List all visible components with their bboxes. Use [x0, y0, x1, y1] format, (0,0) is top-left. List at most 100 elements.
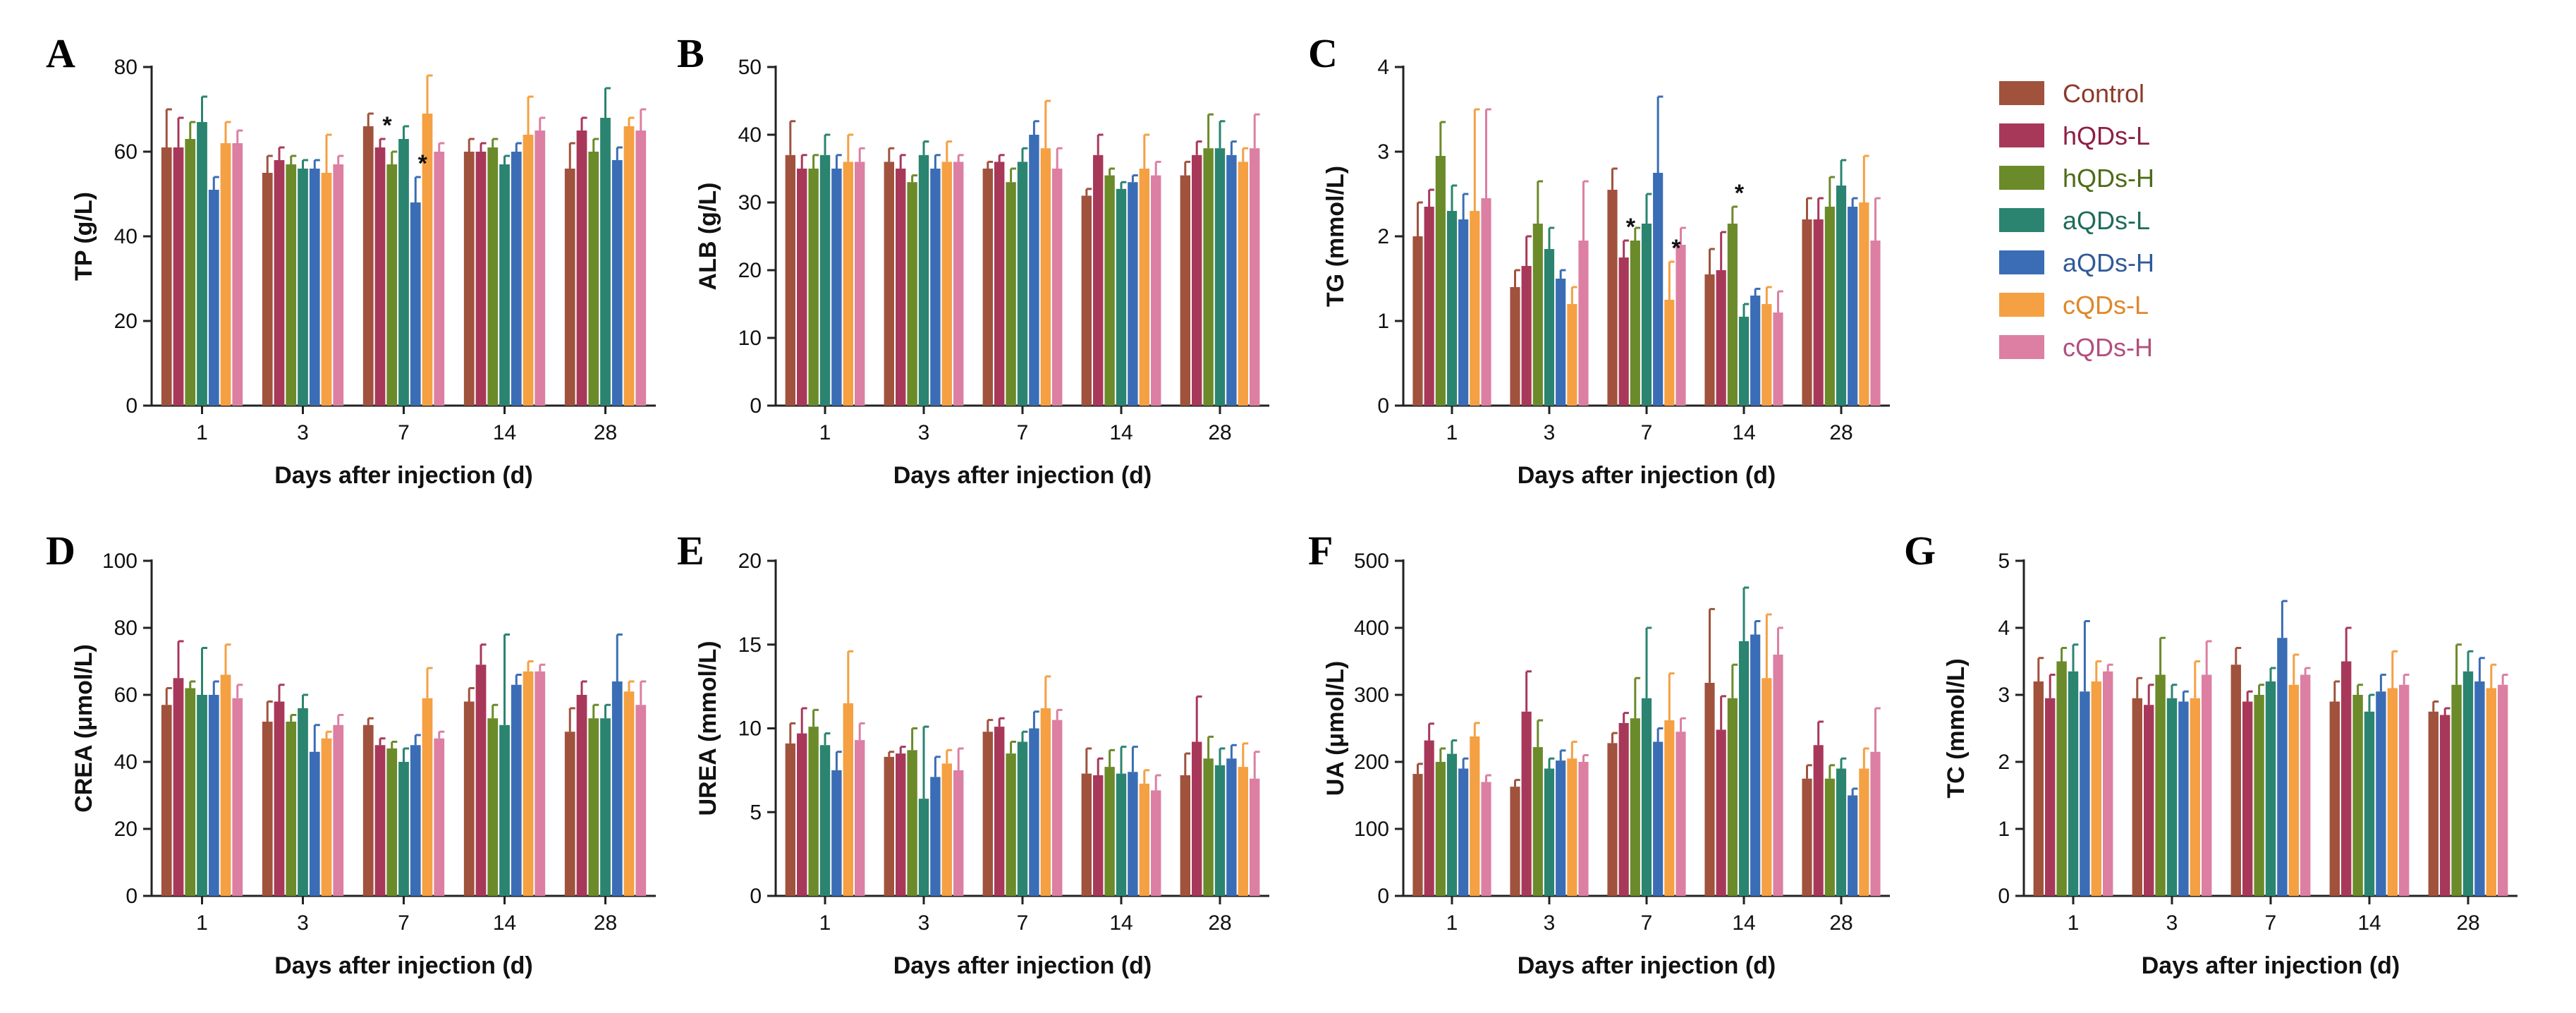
bar-hqds-h	[386, 748, 398, 896]
bar-hqds-h	[2056, 661, 2067, 896]
bar-hqds-h	[907, 182, 917, 406]
y-tick-label: 500	[1354, 550, 1389, 573]
bar-hqds-h	[1824, 207, 1835, 406]
bar-control	[2132, 698, 2142, 896]
bar-hqds-h	[1532, 224, 1543, 406]
bar-hqds-l	[1813, 219, 1824, 406]
bar-aqds-h	[1653, 173, 1664, 406]
legend-swatch	[1999, 123, 2044, 147]
bar-cqds-l	[941, 162, 952, 406]
x-tick-label: 14	[1732, 911, 1755, 935]
y-tick-label: 40	[114, 225, 138, 248]
bar-aqds-l	[1544, 768, 1555, 896]
bar-aqds-h	[410, 202, 421, 406]
bar-aqds-l	[2364, 711, 2375, 896]
bar-cqds-h	[2399, 684, 2410, 896]
x-tick-label: 14	[1109, 421, 1133, 444]
bar-control	[982, 732, 993, 896]
bar-control	[982, 169, 993, 406]
bar-hqds-l	[274, 160, 285, 406]
y-axis-title: TP (g/L)	[71, 192, 97, 281]
panel-letter: G	[1904, 528, 1936, 574]
bar-hqds-h	[2155, 674, 2166, 896]
bar-aqds-l	[1017, 162, 1028, 406]
bar-hqds-h	[1104, 175, 1115, 406]
x-axis-title: Days after injection (d)	[2142, 952, 2400, 979]
x-tick-label: 7	[1017, 911, 1029, 935]
bar-cqds-l	[2288, 684, 2299, 896]
y-tick-label: 50	[738, 56, 762, 79]
bar-aqds-l	[197, 695, 207, 896]
bar-aqds-h	[611, 681, 623, 896]
bar-aqds-h	[1128, 182, 1138, 406]
bar-cqds-h	[1773, 655, 1783, 896]
y-tick-label: 20	[114, 818, 138, 841]
bar-hqds-h	[588, 152, 599, 406]
bar-hqds-l	[2144, 705, 2154, 896]
legend-item-hqds-h: hQDs-H	[1999, 164, 2154, 193]
bar-aqds-h	[2277, 638, 2288, 896]
bar-aqds-l	[1836, 186, 1847, 406]
legend-swatch	[1999, 166, 2044, 190]
bar-aqds-h	[511, 684, 522, 896]
bar-aqds-l	[2068, 671, 2079, 896]
panel-e: E 0 5 10 15 20 UREA (mmol/L) 1 3 7 14 28 Days after …	[677, 528, 1269, 979]
bar-hqds-l	[173, 678, 184, 896]
bar-hqds-l	[475, 152, 487, 406]
bar-aqds-h	[309, 169, 320, 406]
legend-item-aqds-h: aQDs-H	[1999, 248, 2154, 277]
significance-marker: *	[418, 150, 428, 177]
bar-hqds-l	[1093, 775, 1104, 896]
significance-marker: *	[1671, 235, 1681, 262]
panel-letter: D	[46, 528, 75, 574]
bar-cqds-h	[1675, 732, 1686, 896]
legend-swatch	[1999, 81, 2044, 105]
panel-c: C 0 1 2 3 4 TG (mmol/L) 1 3 7 14 28 * * * Days after in…	[1308, 30, 1890, 489]
bar-aqds-h	[1029, 728, 1039, 896]
x-tick-label: 14	[1109, 911, 1133, 935]
y-tick-label: 40	[114, 751, 138, 774]
bar-cqds-h	[1578, 762, 1589, 896]
y-tick-label: 40	[738, 123, 762, 147]
y-tick-label: 0	[750, 394, 762, 418]
bar-hqds-h	[1824, 778, 1835, 896]
bar-aqds-l	[918, 799, 929, 896]
bar-cqds-l	[843, 703, 853, 896]
legend-label: cQDs-L	[2063, 291, 2149, 320]
bar-cqds-l	[843, 162, 853, 406]
bar-aqds-h	[2376, 691, 2386, 896]
x-axis-title: Days after injection (d)	[893, 952, 1152, 979]
bar-cqds-h	[855, 162, 865, 406]
bar-cqds-h	[434, 152, 445, 406]
bar-aqds-l	[1836, 768, 1847, 896]
bar-aqds-l	[499, 164, 510, 406]
bar-cqds-h	[434, 738, 445, 896]
bar-control	[1704, 274, 1715, 406]
bar-control	[2428, 711, 2438, 896]
bar-hqds-l	[173, 147, 184, 406]
bar-hqds-h	[1727, 224, 1738, 406]
x-tick-label: 1	[196, 421, 208, 444]
bar-hqds-l	[896, 169, 906, 406]
bar-hqds-l	[1424, 740, 1434, 896]
bar-hqds-h	[1727, 698, 1738, 896]
bar-control	[785, 154, 795, 406]
panel-letter: C	[1308, 30, 1338, 76]
bar-control	[1180, 175, 1190, 406]
bar-cqds-h	[1151, 175, 1161, 406]
x-tick-label: 3	[918, 911, 930, 935]
bar-cqds-h	[953, 162, 964, 406]
legend-label: hQDs-L	[2063, 121, 2150, 150]
x-tick-label: 3	[297, 421, 309, 444]
bar-aqds-h	[2178, 701, 2189, 896]
bar-aqds-h	[1128, 772, 1138, 896]
bar-cqds-l	[941, 763, 952, 896]
bar-cqds-h	[232, 143, 243, 406]
bar-aqds-l	[1214, 765, 1226, 896]
bar-cqds-h	[1052, 720, 1063, 896]
x-tick-label: 28	[594, 421, 617, 444]
bar-hqds-l	[1192, 154, 1202, 406]
y-axis-title: UREA (mmol/L)	[695, 641, 721, 815]
y-tick-label: 300	[1354, 684, 1389, 707]
bar-aqds-h	[2080, 691, 2090, 896]
